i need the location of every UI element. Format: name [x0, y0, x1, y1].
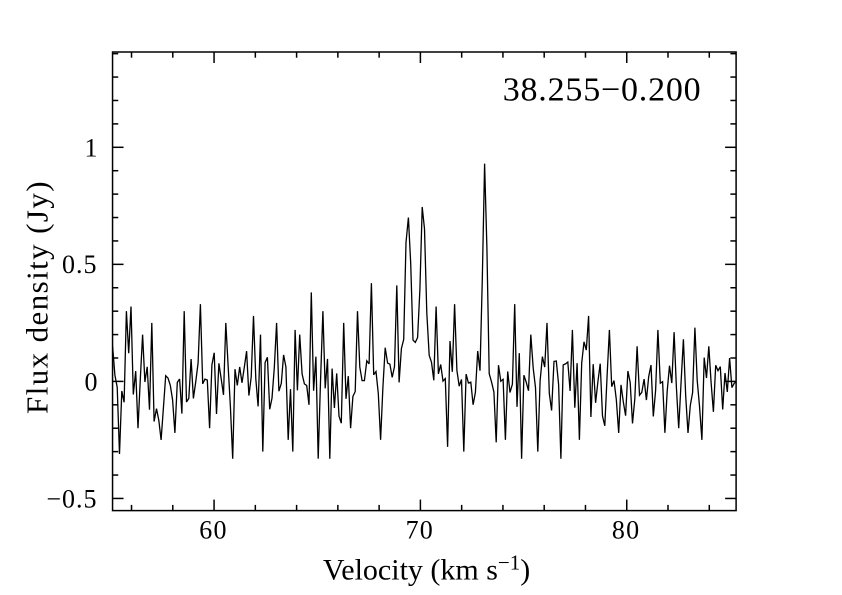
svg-text:70: 70 [406, 516, 434, 545]
svg-text:80: 80 [612, 516, 640, 545]
svg-text:0: 0 [85, 368, 98, 397]
svg-text:60: 60 [199, 516, 227, 545]
svg-text:Flux density (Jy): Flux density (Jy) [20, 180, 55, 414]
svg-text:Velocity (km s−1): Velocity (km s−1) [323, 551, 530, 587]
svg-text:38.255−0.200: 38.255−0.200 [503, 72, 702, 109]
svg-text:0.5: 0.5 [62, 250, 98, 279]
svg-text:1: 1 [85, 133, 98, 162]
svg-text:−0.5: −0.5 [46, 484, 97, 513]
